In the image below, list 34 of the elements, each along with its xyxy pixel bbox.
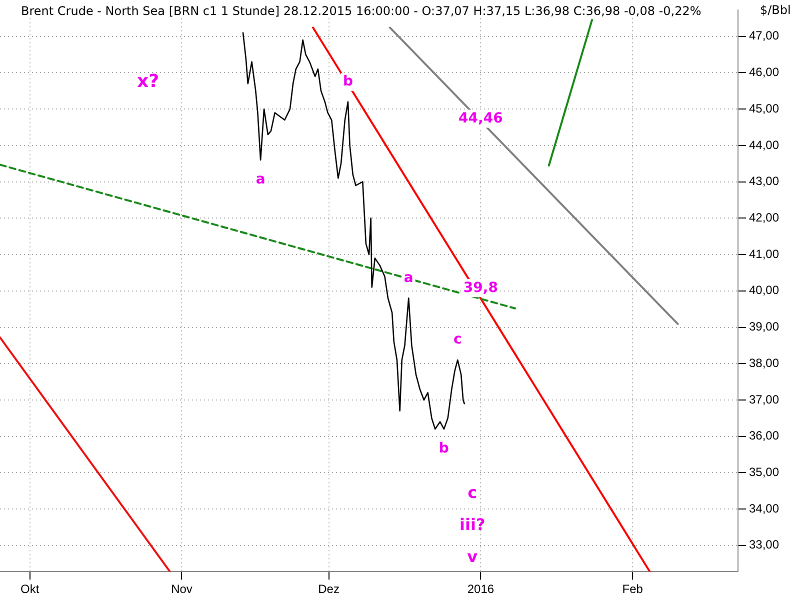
y-tick-label: 35,00 [749,465,780,480]
y-tick-label: 38,00 [749,356,780,370]
x-tick-label: Nov [171,582,192,596]
y-tick-label: 33,00 [749,538,780,552]
y-tick-label: 36,00 [749,428,780,443]
y-tick-label: 47,00 [749,28,780,43]
y-tick-label: 46,00 [749,65,780,80]
y-tick-label: 37,00 [749,392,780,406]
x-tick-label: Dez [318,582,340,596]
annotation: 44,46 [458,110,503,126]
x-tick-label: Okt [20,582,40,596]
x-tick-label: Feb [622,582,644,596]
y-tick-label: 34,00 [749,501,780,516]
y-tick-label: 43,00 [749,174,780,188]
annotation: 39,8 [463,280,498,296]
y-tick-label: 44,00 [749,138,780,152]
chart-title: Brent Crude - North Sea [BRN c1 1 Stunde] [21,4,280,18]
annotation: iii? [459,514,486,534]
annotation: v [467,546,478,566]
y-tick-label: 39,00 [749,320,780,334]
annotation: c [468,482,478,502]
y-tick-label: 40,00 [749,283,780,298]
y-axis-title: $/Bbl [760,3,791,17]
annotation: x? [136,70,160,92]
annotation: c [453,332,462,348]
annotation: b [342,73,353,90]
x-tick-label: 2016 [467,582,494,596]
y-tick-label: 41,00 [749,246,780,261]
annotation: a [256,172,266,188]
y-tick-label: 42,00 [749,210,780,224]
chart-subtitle: 28.12.2015 16:00:00 - O:37,07 H:37,15 L:36,98 C:36,98 -0,08 -0,22% [283,4,702,18]
annotation: a [404,270,414,286]
annotation: b [438,440,449,457]
y-tick-label: 45,00 [749,101,780,116]
